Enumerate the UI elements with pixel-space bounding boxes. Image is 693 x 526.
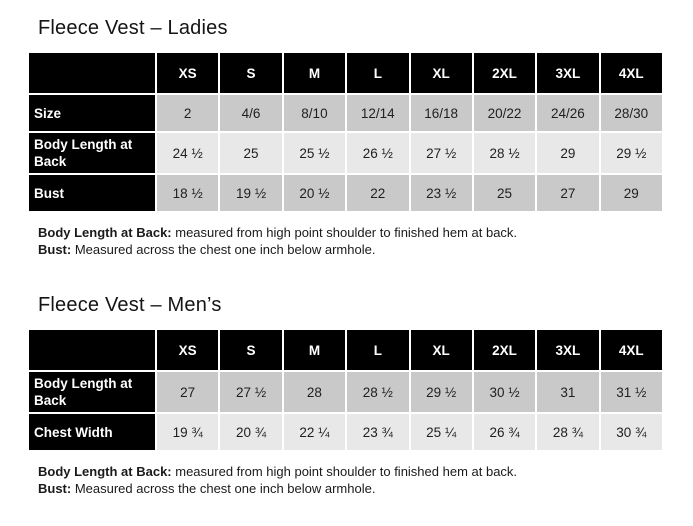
size-column-header: 3XL — [537, 330, 599, 370]
mens-size-table: XS S M L XL 2XL 3XL 4XL Body Length at Back 27 27 … — [27, 328, 693, 452]
size-value-cell: 27 — [157, 372, 219, 412]
size-value-cell: 19 ½ — [220, 175, 282, 211]
size-value-cell: 24 ½ — [157, 133, 219, 173]
size-value-cell: 25 ¼ — [410, 414, 472, 450]
row-label: Size — [29, 95, 155, 131]
size-value-cell: 20 ½ — [283, 175, 346, 211]
size-value-cell: 26 ½ — [347, 133, 409, 173]
size-value-cell: 27 ½ — [410, 133, 472, 173]
size-column-header: S — [220, 330, 282, 370]
table-corner-cell — [29, 330, 155, 370]
size-value-cell: 28 ½ — [347, 372, 409, 412]
size-value-cell: 8/10 — [283, 95, 346, 131]
size-value-cell: 23 ¾ — [347, 414, 409, 450]
note-text: measured from high point shoulder to fin… — [171, 225, 518, 240]
ladies-section-title: Fleece Vest – Ladies — [38, 17, 228, 39]
note-line: Body Length at Back: measured from high … — [38, 225, 693, 242]
size-value-cell: 20/22 — [473, 95, 536, 131]
table-row: Bust 18 ½ 19 ½ 20 ½ 22 23 ½ 25 27 29 — [29, 175, 662, 211]
mens-notes: Body Length at Back: measured from high … — [38, 464, 693, 497]
size-column-header: XL — [410, 330, 472, 370]
header-row: XS S M L XL 2XL 3XL 4XL — [29, 53, 662, 93]
size-value-cell: 22 — [347, 175, 409, 211]
ladies-notes: Body Length at Back: measured from high … — [38, 225, 693, 258]
size-value-cell: 2 — [157, 95, 219, 131]
size-value-cell: 29 ½ — [600, 133, 662, 173]
size-value-cell: 20 ¾ — [220, 414, 282, 450]
size-column-header: 4XL — [600, 330, 662, 370]
size-value-cell: 12/14 — [347, 95, 409, 131]
note-text: Measured across the chest one inch below… — [71, 480, 376, 496]
size-column-header: XS — [157, 53, 219, 93]
size-column-header: M — [283, 330, 346, 370]
size-value-cell: 22 ¼ — [283, 414, 346, 450]
note-term: Bust: — [38, 241, 72, 257]
size-column-header: L — [347, 53, 409, 93]
row-label: Bust — [29, 175, 155, 211]
size-value-cell: 24/26 — [537, 95, 599, 131]
size-value-cell: 31 — [537, 372, 599, 412]
header-row: XS S M L XL 2XL 3XL 4XL — [29, 330, 662, 370]
size-column-header: 2XL — [473, 53, 536, 93]
size-value-cell: 25 ½ — [283, 133, 346, 173]
size-value-cell: 28/30 — [600, 95, 662, 131]
size-value-cell: 18 ½ — [157, 175, 219, 211]
size-column-header: 2XL — [473, 330, 536, 370]
row-label: Chest Width — [29, 414, 155, 450]
size-column-header: XL — [410, 53, 472, 93]
size-column-header: 4XL — [600, 53, 662, 93]
size-table: XS S M L XL 2XL 3XL 4XL Size 2 4/6 8/10 12/14 16/18 20… — [27, 51, 664, 213]
row-label: Body Length at Back — [29, 372, 155, 412]
table-row: Size 2 4/6 8/10 12/14 16/18 20/22 24/26 28/30 — [29, 95, 662, 131]
size-value-cell: 30 ¾ — [600, 414, 662, 450]
note-term: Bust: — [38, 480, 72, 496]
size-value-cell: 31 ½ — [600, 372, 662, 412]
note-term: Body Length at Back: — [38, 225, 172, 240]
size-value-cell: 29 — [600, 175, 662, 211]
size-column-header: L — [347, 330, 409, 370]
size-value-cell: 16/18 — [410, 95, 472, 131]
table-row: Body Length at Back 24 ½ 25 25 ½ 26 ½ 27 ½ 28 … — [29, 133, 662, 173]
size-value-cell: 28 — [283, 372, 346, 412]
size-value-cell: 29 — [537, 133, 599, 173]
size-column-header: 3XL — [537, 53, 599, 93]
note-term: Body Length at Back: — [38, 464, 172, 479]
size-column-header: M — [283, 53, 346, 93]
size-value-cell: 4/6 — [220, 95, 282, 131]
mens-section: Fleece Vest – Men’s XS S M L XL 2XL 3XL 4XL Body… — [0, 292, 693, 497]
size-value-cell: 29 ½ — [410, 372, 472, 412]
size-value-cell: 25 — [220, 133, 282, 173]
size-table: XS S M L XL 2XL 3XL 4XL Body Length at Back 27 27 … — [27, 328, 664, 452]
mens-section-title: Fleece Vest – Men’s — [38, 294, 222, 316]
size-chart-page: Fleece Vest – Ladies XS S M L XL 2XL 3XL 4XL Siz… — [0, 15, 693, 497]
size-column-header: S — [220, 53, 282, 93]
size-value-cell: 26 ¾ — [473, 414, 536, 450]
note-line: Body Length at Back: measured from high … — [38, 464, 693, 481]
note-text: measured from high point shoulder to fin… — [171, 464, 518, 479]
size-value-cell: 23 ½ — [410, 175, 472, 211]
size-value-cell: 28 ¾ — [537, 414, 599, 450]
ladies-size-table: XS S M L XL 2XL 3XL 4XL Size 2 4/6 8/10 12/14 16/18 20… — [27, 51, 693, 213]
size-column-header: XS — [157, 330, 219, 370]
ladies-section: Fleece Vest – Ladies XS S M L XL 2XL 3XL 4XL Siz… — [0, 15, 693, 258]
row-label: Body Length at Back — [29, 133, 155, 173]
table-corner-cell — [29, 53, 155, 93]
size-value-cell: 27 — [537, 175, 599, 211]
note-text: Measured across the chest one inch below… — [71, 241, 376, 257]
note-line: Bust: Measured across the chest one inch… — [38, 481, 693, 498]
size-value-cell: 28 ½ — [473, 133, 536, 173]
size-value-cell: 25 — [473, 175, 536, 211]
size-value-cell: 30 ½ — [473, 372, 536, 412]
size-value-cell: 19 ¾ — [157, 414, 219, 450]
note-line: Bust: Measured across the chest one inch… — [38, 242, 693, 259]
size-value-cell: 27 ½ — [220, 372, 282, 412]
